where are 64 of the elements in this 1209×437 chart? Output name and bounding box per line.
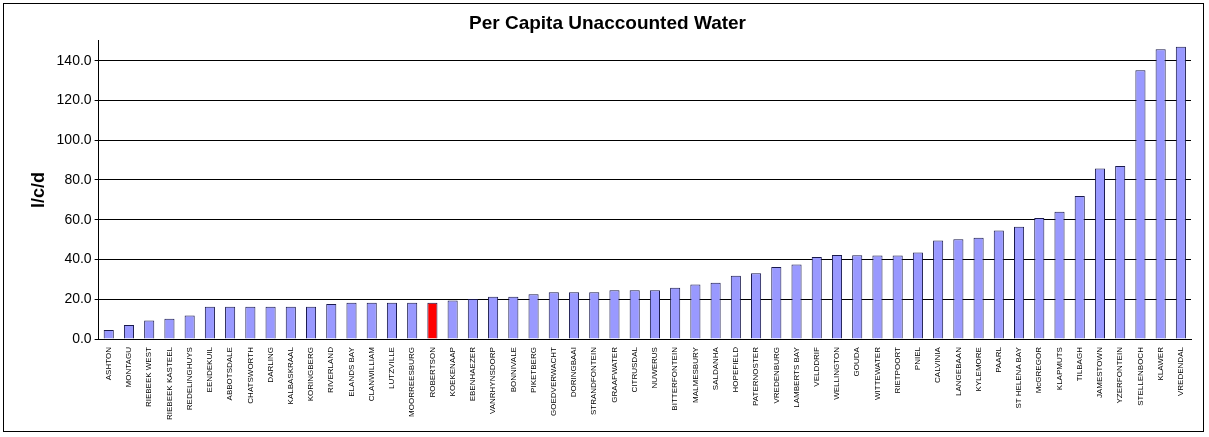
x-tick-label: LANGEBAAN [953,346,963,396]
x-tick-label: DORINGBAAI [569,347,579,398]
y-tick-label: 20.0 [64,290,92,307]
x-tick-label: YZERFONTEIN [1115,346,1125,404]
x-tick-label: MALMESBURY [690,346,700,403]
x-tick-label: VELDDRIF [811,346,821,387]
x-tick-label: WITTEWATER [872,346,882,400]
x-tick-label: CHATSWORTH [245,346,255,404]
x-tick-label: ELANDS BAY [346,346,356,397]
x-tick-label: WELLINGTON [832,346,842,400]
x-tick-label: VREDENDAL [1176,346,1186,396]
x-tick-label: GRAAFWATER [609,346,619,403]
y-tick-label: 0.0 [72,329,92,346]
x-tick-label: PAARL [994,346,1004,373]
x-tick-label: KYLEMORE [973,347,983,392]
x-tick-label: RIETPOORT [892,346,902,394]
y-tick-label: 40.0 [64,250,92,267]
x-tick-label: McGREGOR [1034,346,1044,394]
y-tick-label: 140.0 [56,51,92,68]
x-tick-label: RIEBEEK WEST [144,346,154,408]
x-tick-label: BONNIVALE [508,347,518,393]
x-tick-label: BITTERFONTEIN [670,346,680,411]
x-tick-label: CITRUSDAL [629,346,639,393]
x-tick-label: ASHTON [103,346,113,381]
x-tick-label: VREDENBURG [771,347,781,404]
x-tick-label: SALDANHA [710,346,720,391]
x-tick-label: KLAWER [1155,346,1165,381]
x-tick-label: PNIEL [913,346,923,371]
x-tick-label: CALVINIA [933,346,943,383]
x-tick-label: DARLING [265,347,275,383]
x-tick-label: LAMBERTS BAY [791,346,801,408]
y-tick-label: 120.0 [56,91,92,108]
y-tick-label: 100.0 [56,131,92,148]
x-tick-label: PATERNOSTER [751,346,761,406]
x-tick-label: KORINGBERG [306,347,316,402]
x-tick-label: KALBASKRAAL [286,346,296,405]
x-tick-label: CLANWILLIAM [366,346,376,402]
x-tick-label: LUTZVILLE [387,347,397,389]
x-tick-label: HOPEFIELD [731,346,741,393]
x-tick-label: EBENHAEZER [468,346,478,402]
x-tick-label: NUWERUS [650,347,660,389]
x-tick-label: ROBERTSON [427,346,437,398]
x-tick-label: TILBAGH [1074,346,1084,382]
y-tick-label: 60.0 [64,210,92,227]
x-tick-label: RIVERLAND [326,346,336,393]
x-tick-label: RIEBEEK KASTEEL [164,346,174,420]
x-tick-label: ABBOTSDALE [225,347,235,401]
x-tick-label: STRANDFONTEIN [589,346,599,416]
x-tick-label: MONTAGU [124,346,134,388]
x-tick-label: KOEKENAAP [447,347,457,397]
x-tick-label: EENDEKUIL [205,346,215,393]
x-tick-label: GOEDVERWACHT [548,346,558,416]
x-tick-label: ST HELENA BAY [1014,346,1024,409]
x-tick-label: STELLENBOCH [1135,346,1145,406]
y-tick-label: 80.0 [64,170,92,187]
y-axis-title: l/c/d [27,171,48,208]
x-tick-label: PIKETBERG [528,347,538,393]
chart-title: Per Capita Unaccounted Water [469,11,747,33]
x-tick-label: REDELINGHUYS [184,347,194,411]
x-tick-label: KLAPMUTS [1054,347,1064,391]
x-tick-label: GOUDA [852,346,862,377]
x-tick-label: JAMESTOWN [1095,346,1105,399]
x-tick-label: MOORREESBURG [407,347,417,417]
x-tick-label: VANRHYNSDORP [488,347,498,415]
